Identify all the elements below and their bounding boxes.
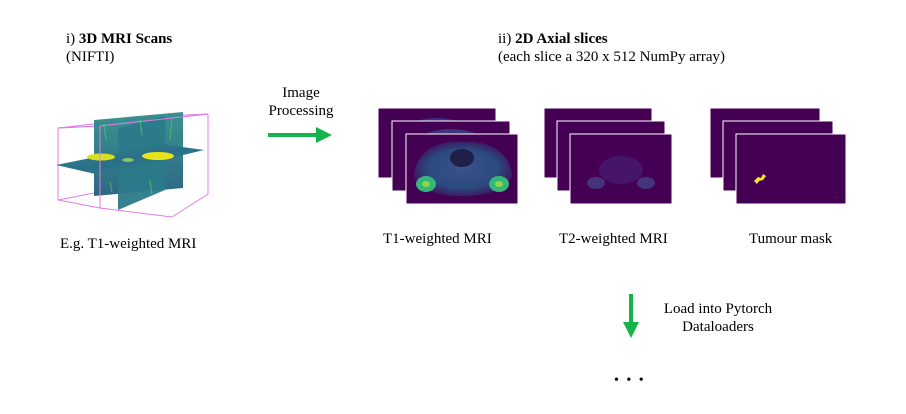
process-arrow-head <box>316 127 332 143</box>
t2-slice-stack <box>543 107 673 205</box>
process-label-line1: Image <box>282 85 320 101</box>
t2-region-right <box>637 177 655 189</box>
mri-bounding-box-front <box>99 113 209 208</box>
mri-bright-region-left <box>87 153 115 161</box>
section2-heading: ii) 2D Axial slices <box>498 30 608 48</box>
section1-subtitle: (NIFTI) <box>66 49 115 65</box>
load-arrow-head <box>623 322 639 338</box>
t1-dark-structure <box>450 149 474 167</box>
mask-slice-front <box>735 133 847 205</box>
section1-prefix: i) <box>66 31 79 47</box>
mri-bright-region-center <box>122 158 134 162</box>
ellipsis: • • • <box>614 373 646 388</box>
section1-caption: E.g. T1-weighted MRI <box>60 236 197 252</box>
section1-heading: i) 3D MRI Scans <box>66 30 172 48</box>
load-label-line2: Dataloaders <box>682 319 754 335</box>
section1-title: 3D MRI Scans <box>78 31 173 47</box>
t2-region-left <box>587 177 605 189</box>
load-label-line1: Load into Pytorch <box>663 301 773 317</box>
t1-caption: T1-weighted MRI <box>383 231 492 247</box>
mri-bright-region-right <box>142 152 174 160</box>
t1-slice-stack <box>377 107 519 205</box>
mask-slice-stack <box>709 107 847 205</box>
mask-caption: Tumour mask <box>749 231 833 247</box>
section2-title: 2D Axial slices <box>515 31 608 47</box>
t2-caption: T2-weighted MRI <box>559 231 668 247</box>
tumour-blob <box>754 174 766 184</box>
section2-subtitle: (each slice a 320 x 512 NumPy array) <box>498 49 726 65</box>
mri-texture <box>103 117 173 197</box>
process-label-line2: Processing <box>268 103 334 119</box>
section2-prefix: ii) <box>498 31 516 47</box>
t1-body-region <box>414 141 512 196</box>
